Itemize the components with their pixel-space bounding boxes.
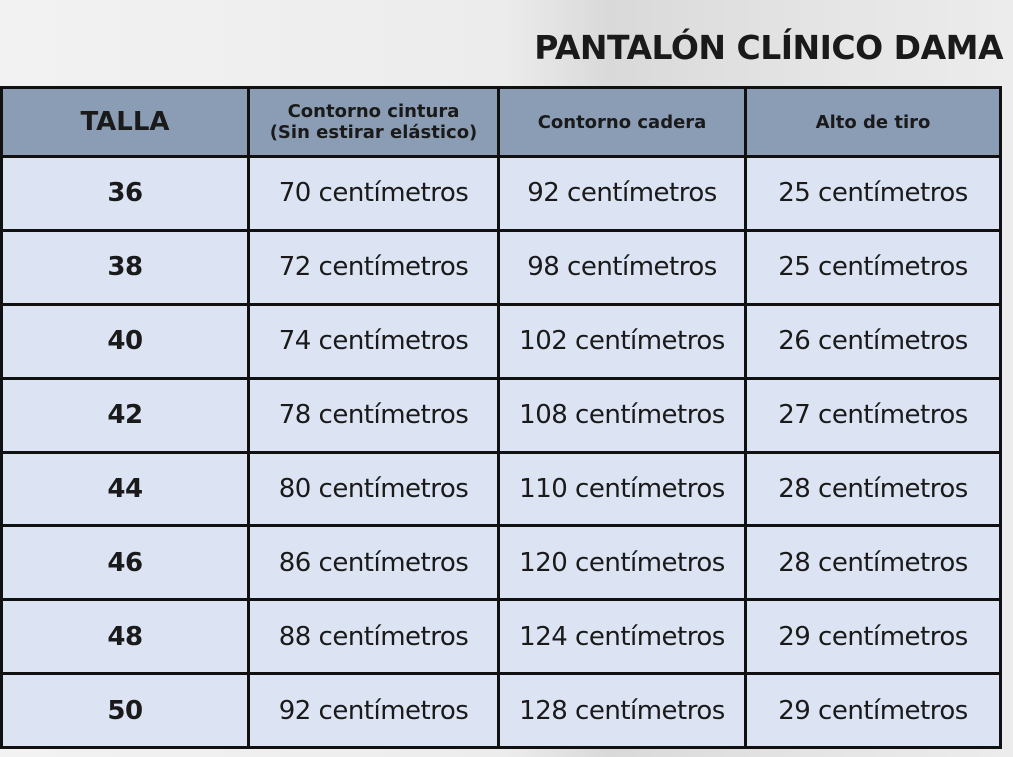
cell-alto-tiro: 25 centímetros xyxy=(744,155,1002,232)
cell-contorno-cintura: 72 centímetros xyxy=(247,228,500,306)
cell-alto-tiro: 29 centímetros xyxy=(744,598,1002,676)
table-row: 36 70 centímetros 92 centímetros 25 centíme… xyxy=(0,155,1002,232)
page-title: PANTALÓN CLÍNICO DAMA xyxy=(534,28,1003,67)
cell-contorno-cadera: 120 centímetros xyxy=(497,524,747,602)
table-row: 40 74 centímetros 102 centímetros 26 centím… xyxy=(0,302,1002,380)
cell-talla: 40 xyxy=(0,302,250,380)
cell-contorno-cintura: 74 centímetros xyxy=(247,302,500,380)
cell-contorno-cintura: 92 centímetros xyxy=(247,672,500,749)
table-row: 42 78 centímetros 108 centímetros 27 centím… xyxy=(0,376,1002,454)
table-row: 46 86 centímetros 120 centímetros 28 centím… xyxy=(0,524,1002,602)
header-contorno-cadera: Contorno cadera xyxy=(497,86,747,158)
cell-contorno-cadera: 92 centímetros xyxy=(497,155,747,232)
header-contorno-cintura: Contorno cintura (Sin estirar elástico) xyxy=(247,86,500,158)
cell-alto-tiro: 27 centímetros xyxy=(744,376,1002,454)
cell-talla: 36 xyxy=(0,155,250,232)
cell-talla: 46 xyxy=(0,524,250,602)
cell-talla: 44 xyxy=(0,450,250,528)
cell-talla: 48 xyxy=(0,598,250,676)
cell-contorno-cadera: 128 centímetros xyxy=(497,672,747,749)
header-row: TALLA Contorno cintura (Sin estirar elás… xyxy=(0,86,1002,158)
cell-alto-tiro: 28 centímetros xyxy=(744,450,1002,528)
cell-alto-tiro: 25 centímetros xyxy=(744,228,1002,306)
cell-talla: 38 xyxy=(0,228,250,306)
cell-alto-tiro: 28 centímetros xyxy=(744,524,1002,602)
table-row: 44 80 centímetros 110 centímetros 28 centím… xyxy=(0,450,1002,528)
cell-contorno-cadera: 110 centímetros xyxy=(497,450,747,528)
cell-talla: 50 xyxy=(0,672,250,749)
cell-contorno-cadera: 124 centímetros xyxy=(497,598,747,676)
cell-contorno-cadera: 98 centímetros xyxy=(497,228,747,306)
cell-contorno-cadera: 108 centímetros xyxy=(497,376,747,454)
table-row: 50 92 centímetros 128 centímetros 29 centím… xyxy=(0,672,1002,749)
cell-contorno-cintura: 88 centímetros xyxy=(247,598,500,676)
cell-contorno-cintura: 80 centímetros xyxy=(247,450,500,528)
cell-contorno-cintura: 78 centímetros xyxy=(247,376,500,454)
header-cintura-line1: Contorno cintura xyxy=(287,101,460,122)
table-row: 48 88 centímetros 124 centímetros 29 centím… xyxy=(0,598,1002,676)
header-alto-tiro: Alto de tiro xyxy=(744,86,1002,158)
table-row: 38 72 centímetros 98 centímetros 25 centíme… xyxy=(0,228,1002,306)
cell-alto-tiro: 29 centímetros xyxy=(744,672,1002,749)
cell-contorno-cintura: 70 centímetros xyxy=(247,155,500,232)
cell-contorno-cadera: 102 centímetros xyxy=(497,302,747,380)
size-table: TALLA Contorno cintura (Sin estirar elás… xyxy=(0,86,1002,749)
header-cintura-line2: (Sin estirar elástico) xyxy=(269,122,478,143)
header-talla: TALLA xyxy=(0,86,250,158)
cell-alto-tiro: 26 centímetros xyxy=(744,302,1002,380)
cell-contorno-cintura: 86 centímetros xyxy=(247,524,500,602)
cell-talla: 42 xyxy=(0,376,250,454)
